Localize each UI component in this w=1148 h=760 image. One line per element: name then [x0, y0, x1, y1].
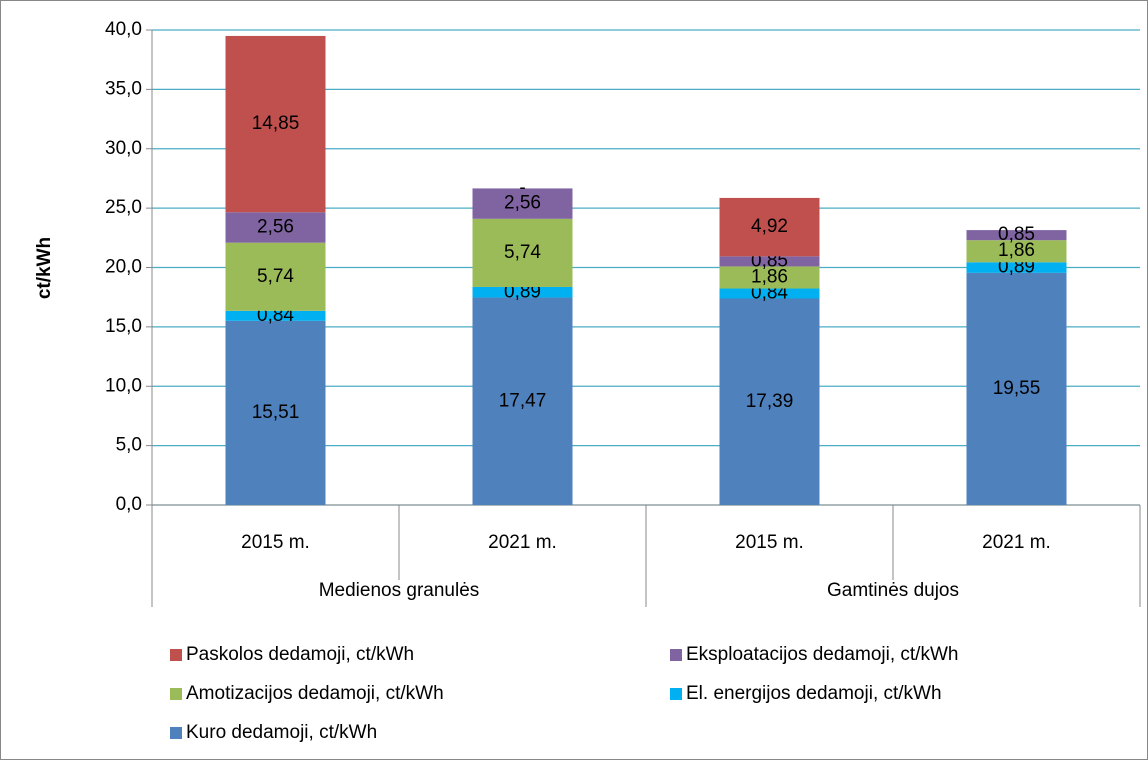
y-axis-label: ct/kWh: [34, 237, 55, 299]
y-tick-label: 20,0: [105, 257, 142, 278]
data-label: 2,56: [504, 193, 541, 214]
bar-segment: [966, 230, 1067, 241]
legend-swatch: [670, 688, 682, 700]
data-label: 0,85: [998, 224, 1035, 245]
x-tick-label: 2021 m.: [982, 532, 1051, 553]
bar-segment: [966, 262, 1067, 273]
y-tick-label: 15,0: [105, 316, 142, 337]
data-label: 17,39: [746, 391, 794, 412]
y-tick-label: 5,0: [116, 435, 142, 456]
y-tick-label: 35,0: [105, 78, 142, 99]
y-tick-label: 40,0: [105, 19, 142, 40]
bar-segment: [225, 212, 326, 243]
group-label: Medienos granulės: [319, 580, 480, 601]
data-label: 19,55: [993, 378, 1041, 399]
data-label: 5,74: [257, 266, 294, 287]
bar-segment: [966, 272, 1067, 505]
x-tick-label: 2015 m.: [735, 532, 804, 553]
data-label: 4,92: [751, 216, 788, 237]
bar-segment: [719, 197, 820, 257]
legend-label: El. energijos dedamoji, ct/kWh: [686, 683, 942, 704]
group-label: Gamtinės dujos: [827, 580, 959, 601]
bar-segment: [719, 298, 820, 505]
legend-label: Amotizacijos dedamoji, ct/kWh: [186, 683, 444, 704]
data-label: 1,86: [751, 266, 788, 287]
data-label: 17,47: [499, 390, 547, 411]
data-label: -: [519, 177, 525, 198]
legend-swatch: [170, 649, 182, 661]
legend-label: Eksploatacijos dedamoji, ct/kWh: [686, 644, 958, 665]
legend-swatch: [670, 649, 682, 661]
bar-segment: [225, 242, 326, 311]
bar-segment: [472, 297, 573, 505]
x-tick-label: 2021 m.: [488, 532, 557, 553]
bar-segment: [472, 188, 573, 219]
legend-label: Kuro dedamoji, ct/kWh: [186, 722, 377, 743]
data-label: 1,86: [998, 240, 1035, 261]
x-tick-label: 2015 m.: [241, 532, 310, 553]
data-label: 5,74: [504, 242, 541, 263]
y-tick-label: 0,0: [116, 494, 142, 515]
bar-segment: [472, 218, 573, 287]
bar-segment: [225, 35, 326, 213]
bar-segment: [472, 286, 573, 298]
legend-swatch: [170, 688, 182, 700]
bar-segment: [225, 310, 326, 321]
legend-label: Paskolos dedamoji, ct/kWh: [186, 644, 414, 665]
data-label: 14,85: [252, 113, 300, 134]
legend-swatch: [170, 727, 182, 739]
y-tick-label: 30,0: [105, 138, 142, 159]
bar-segment: [225, 320, 326, 505]
bar-segment: [719, 288, 820, 299]
data-label: 15,51: [252, 402, 300, 423]
y-tick-label: 25,0: [105, 197, 142, 218]
y-tick-label: 10,0: [105, 375, 142, 396]
bar-segment: [719, 256, 820, 267]
bar-segment: [719, 266, 820, 289]
bar-segment: [966, 240, 1067, 263]
data-label: 2,56: [257, 216, 294, 237]
